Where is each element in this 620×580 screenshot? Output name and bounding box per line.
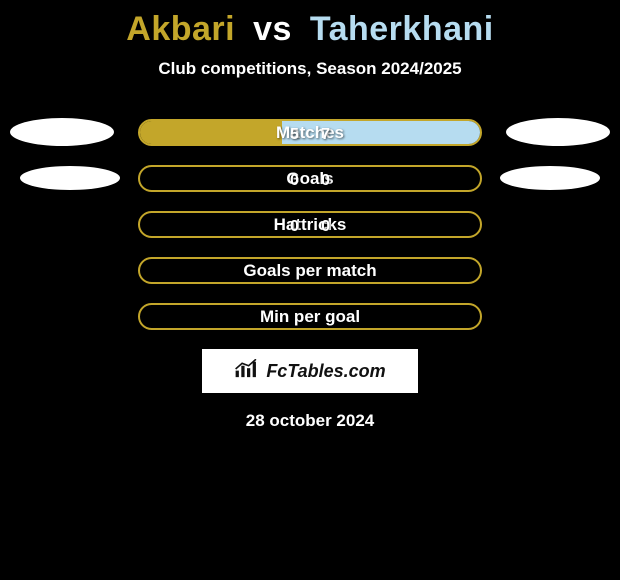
stat-label: Min per goal bbox=[140, 305, 480, 328]
player1-avatar-placeholder bbox=[10, 118, 114, 146]
stat-value-right: 7 bbox=[321, 121, 330, 146]
stat-bar: Min per goal bbox=[138, 303, 482, 330]
stat-value-right: 0 bbox=[321, 213, 330, 238]
subtitle: Club competitions, Season 2024/2025 bbox=[0, 59, 620, 79]
date-text: 28 october 2024 bbox=[0, 411, 620, 431]
player1-avatar-placeholder bbox=[20, 166, 120, 190]
stat-bar: Hattricks00 bbox=[138, 211, 482, 238]
stat-value-left: 0 bbox=[290, 167, 299, 192]
stat-value-left: 5 bbox=[290, 121, 299, 146]
bar-chart-icon bbox=[234, 359, 260, 384]
page-title: Akbari vs Taherkhani bbox=[0, 0, 620, 49]
stat-label: Hattricks bbox=[140, 213, 480, 236]
stat-label: Matches bbox=[140, 121, 480, 144]
player1-name: Akbari bbox=[126, 10, 235, 48]
stat-label: Goals per match bbox=[140, 259, 480, 282]
stat-bar: Matches57 bbox=[138, 119, 482, 146]
stat-rows: Matches57Goals00Hattricks00Goals per mat… bbox=[0, 119, 620, 330]
stat-row: Min per goal bbox=[0, 303, 620, 330]
player2-avatar-placeholder bbox=[506, 118, 610, 146]
stat-row: Matches57 bbox=[0, 119, 620, 146]
logo-text: FcTables.com bbox=[266, 361, 385, 382]
vs-text: vs bbox=[253, 10, 292, 48]
stat-value-right: 0 bbox=[321, 167, 330, 192]
stat-bar: Goals per match bbox=[138, 257, 482, 284]
player2-avatar-placeholder bbox=[500, 166, 600, 190]
stat-row: Hattricks00 bbox=[0, 211, 620, 238]
logo: FcTables.com bbox=[234, 359, 385, 384]
logo-box: FcTables.com bbox=[202, 349, 418, 393]
player2-name: Taherkhani bbox=[310, 10, 494, 48]
stat-value-left: 0 bbox=[290, 213, 299, 238]
stat-row: Goals per match bbox=[0, 257, 620, 284]
stat-bar: Goals00 bbox=[138, 165, 482, 192]
stat-row: Goals00 bbox=[0, 165, 620, 192]
stat-label: Goals bbox=[140, 167, 480, 190]
